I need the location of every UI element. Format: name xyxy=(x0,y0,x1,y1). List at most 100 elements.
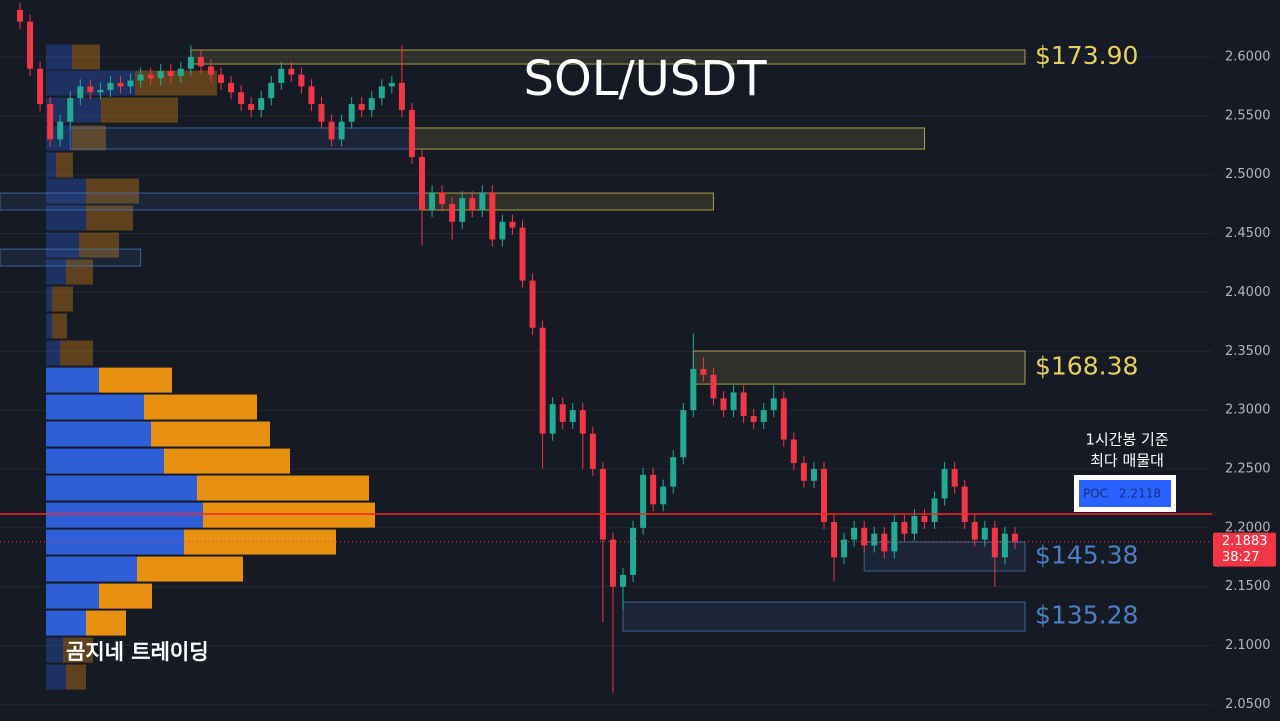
candle-body xyxy=(730,392,737,411)
y-tick-label: 2.2500 xyxy=(1225,461,1271,476)
y-tick-label: 2.5500 xyxy=(1225,108,1271,123)
profile-sell xyxy=(66,664,86,690)
zone-label: $168.38 xyxy=(1035,352,1138,381)
candle-body xyxy=(338,121,345,140)
profile-buy xyxy=(46,44,72,70)
profile-sell xyxy=(86,178,139,204)
profile-buy xyxy=(46,178,86,204)
y-tick-label: 2.6000 xyxy=(1225,49,1271,64)
zone-label: $135.28 xyxy=(1035,601,1138,630)
profile-sell xyxy=(63,637,93,663)
candle-body xyxy=(821,468,827,522)
candle-body xyxy=(77,86,84,99)
candle-body xyxy=(670,457,677,487)
profile-buy xyxy=(46,340,60,366)
candle-body xyxy=(599,468,606,540)
candle-body xyxy=(388,82,395,87)
candle-body xyxy=(951,468,958,487)
candle-body xyxy=(539,327,546,434)
profile-sell xyxy=(99,367,172,393)
profile-sell xyxy=(101,97,178,123)
candle-body xyxy=(971,521,978,540)
profile-buy xyxy=(46,313,52,339)
candle-body xyxy=(589,433,596,469)
candle-body xyxy=(207,66,214,75)
candle-body xyxy=(680,410,687,458)
candle-body xyxy=(238,92,245,105)
candle-body xyxy=(278,68,285,83)
zone-label: $173.90 xyxy=(1035,41,1138,70)
profile-buy xyxy=(46,610,86,636)
candle-body xyxy=(318,104,325,122)
price-zone xyxy=(0,192,423,211)
candle-body xyxy=(831,521,838,558)
candle-body xyxy=(298,74,305,87)
candle-body xyxy=(147,74,154,79)
price-zone xyxy=(69,127,413,150)
candle-body xyxy=(841,539,848,558)
candle-body xyxy=(710,374,717,399)
candle-body xyxy=(378,86,385,99)
candle-body xyxy=(861,527,868,546)
poc-label: POC xyxy=(1083,487,1108,501)
candle-body xyxy=(449,204,456,222)
profile-sell xyxy=(135,70,217,96)
candle-body xyxy=(27,21,34,69)
candle-body xyxy=(419,157,425,211)
profile-buy xyxy=(46,529,184,555)
candle-body xyxy=(157,71,164,79)
countdown: 38:27 xyxy=(1222,550,1259,565)
candle-body xyxy=(137,74,144,81)
candle-body xyxy=(810,468,817,481)
y-tick-label: 2.3500 xyxy=(1225,344,1271,359)
candle-body xyxy=(197,56,204,67)
profile-buy xyxy=(46,232,79,258)
candle-body xyxy=(408,109,415,158)
candle-body xyxy=(911,516,918,534)
candle-body xyxy=(67,98,74,122)
profile-buy xyxy=(46,664,66,690)
profile-sell xyxy=(151,421,270,447)
candle-body xyxy=(1011,533,1018,542)
candle-body xyxy=(891,521,898,552)
y-tick-label: 2.0500 xyxy=(1225,697,1271,712)
y-tick-label: 2.2000 xyxy=(1225,520,1271,535)
candle-body xyxy=(57,121,64,140)
candle-body xyxy=(107,82,114,90)
candle-body xyxy=(17,9,23,22)
annotation: 최다 매물대 xyxy=(1090,452,1164,470)
candle-body xyxy=(97,89,104,93)
candle-body xyxy=(700,368,707,375)
candle-body xyxy=(47,104,54,140)
candle-body xyxy=(660,486,667,505)
candle-body xyxy=(469,198,476,211)
candle-body xyxy=(720,398,727,411)
candle-body xyxy=(991,527,998,558)
last-price: 2.1883 xyxy=(1222,534,1268,549)
candle-body xyxy=(368,98,375,110)
profile-buy xyxy=(46,367,99,393)
candle-body xyxy=(559,404,566,422)
candle-body xyxy=(479,192,486,211)
annotation: 1시간봉 기준 xyxy=(1085,431,1169,449)
profile-buy xyxy=(46,637,63,663)
profile-buy xyxy=(46,421,151,447)
profile-buy xyxy=(46,502,203,528)
candle-body xyxy=(258,98,265,110)
candle-body xyxy=(780,398,787,440)
candle-body xyxy=(529,280,536,328)
candle-body xyxy=(187,56,194,69)
profile-buy xyxy=(46,475,197,501)
candle-body xyxy=(308,86,315,105)
profile-sell xyxy=(197,475,369,501)
candle-body xyxy=(348,104,355,122)
price-zone xyxy=(692,350,1026,385)
profile-sell xyxy=(86,610,126,636)
candle-body xyxy=(800,463,807,481)
candle-body xyxy=(650,474,657,505)
candle-body xyxy=(760,410,767,422)
price-zone xyxy=(421,192,714,211)
candle-body xyxy=(690,368,697,411)
watermark: 곰지네 트레이딩 xyxy=(66,640,209,664)
